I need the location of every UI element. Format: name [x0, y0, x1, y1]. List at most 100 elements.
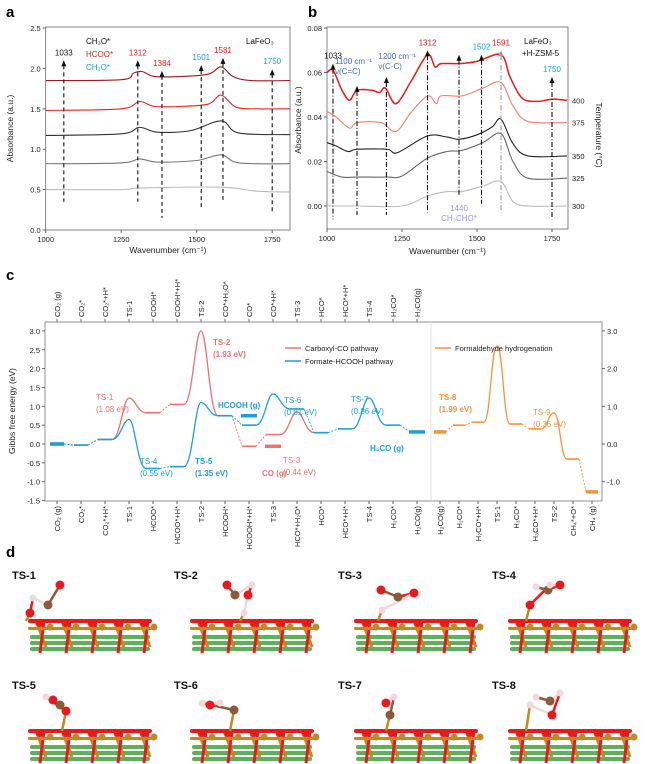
spectrum-line-325 [326, 132, 568, 180]
top-state-label: CO₂* [77, 300, 86, 317]
peak-label: 1100 cm⁻¹ [335, 57, 372, 66]
la-bond [192, 757, 312, 761]
slab-model [190, 729, 320, 764]
o-bond [252, 620, 260, 654]
o-atom [243, 590, 253, 600]
ts-barrier-label: (1.99 eV) [439, 405, 472, 414]
x-tick-label: 1000 [319, 234, 336, 243]
c-atom [545, 696, 555, 706]
o-bond [38, 620, 46, 654]
x-tick-label: 1250 [113, 235, 130, 244]
bottom-state-label: CH₄*+O* [569, 506, 578, 536]
panel-d-structures: TS-1 TS-2 TS-3 TS-4 TS-5 TS-6 TS-7 TS-8 [12, 570, 638, 764]
h-atom [29, 594, 37, 602]
bottom-state-label: HCOO*+H* [173, 506, 182, 544]
top-state-label: CO*+H* [269, 290, 278, 317]
panel-label-c: c [6, 267, 14, 284]
ts-name-label: TS-9 [533, 408, 551, 417]
spectrum-line-375 [326, 81, 568, 133]
bottom-state-label: CO₂ (g) [53, 506, 62, 532]
top-state-label: COOH* [149, 292, 158, 318]
level-connector [255, 434, 267, 447]
top-state-label: H₂CO* [389, 294, 398, 317]
ts-barrier-label: (0.36 eV) [533, 420, 566, 429]
o-atom [409, 588, 419, 598]
o-bond [518, 730, 526, 764]
y-tick-label: 0.00 [307, 202, 322, 211]
peak-marker-1581-arrowhead [220, 57, 226, 64]
peak-marker-1580-arrowhead [498, 50, 504, 57]
la-bond [510, 647, 630, 651]
y-axis-title: Gibbs free energy (eV) [7, 368, 17, 454]
ts-name-label: TS-7 [351, 395, 369, 404]
x-tick-label: 1250 [394, 234, 411, 243]
o-bond [200, 730, 208, 764]
structure-label: TS-1 [12, 570, 36, 582]
o-bond [468, 730, 476, 764]
fe-atom [630, 623, 638, 631]
o-atom [48, 695, 58, 705]
o-bond [200, 620, 208, 654]
peak-label: 1750 [263, 57, 281, 66]
level-connector [159, 404, 171, 414]
structure-ts-2: TS-2 [174, 570, 320, 654]
o-bond [544, 620, 552, 654]
structure-ts-5: TS-5 [12, 680, 158, 764]
y-tick-label: -1.5 [27, 497, 40, 506]
peak-assignment: ν(C-C) [378, 62, 402, 71]
structure-label: TS-8 [492, 680, 516, 692]
y-axis-title: Absorbance (a.u.) [5, 95, 15, 163]
o-bond [508, 729, 632, 733]
o-bond [416, 730, 424, 764]
temperature-label: 325 [572, 174, 585, 183]
o-bond [354, 619, 478, 623]
adsorption-bond [524, 704, 532, 732]
transition-state-curve-ts-2 [183, 401, 219, 468]
ts-name-label: TS-4 [140, 457, 158, 466]
bottom-state-label: CO₂* [77, 506, 86, 523]
sample-label: LaFeO₃ [524, 37, 552, 46]
h-atom [248, 581, 256, 589]
structure-label: TS-6 [174, 680, 198, 692]
x-tick-label: 1500 [469, 234, 486, 243]
top-state-label: TS-2 [197, 301, 206, 317]
top-state-label: CO* [245, 303, 254, 317]
fe-atom [476, 623, 484, 631]
bottom-state-label: TS-1 [493, 506, 502, 522]
ts-name-label: TS-6 [284, 396, 302, 405]
la-bond [30, 751, 150, 755]
top-state-label: TS-3 [293, 301, 302, 317]
bottom-state-label: H₂CO(g) [436, 506, 445, 535]
species-legend-item: HCOO* [86, 50, 113, 59]
o-bond [390, 730, 398, 764]
o-atom [25, 608, 35, 618]
fe-atom [150, 733, 158, 741]
slab-model [28, 729, 158, 764]
bottom-state-label: HCOOH*+H* [245, 506, 254, 550]
peak-label: 1312 [419, 38, 437, 47]
la-bond [510, 751, 630, 755]
y-tick-label: 0.5 [30, 421, 40, 430]
transition-state-curve-ts-1 [111, 397, 147, 441]
o-bond [622, 730, 630, 764]
o-bond [190, 619, 314, 623]
o-bond [304, 620, 312, 654]
peak-marker-1384-arrowhead [159, 70, 165, 77]
y2-tick-label: 2.0 [607, 365, 617, 374]
ts-barrier-label: (1.35 eV) [195, 469, 228, 478]
y-tick-label: -1.0 [27, 478, 40, 487]
bottom-state-label: TS-2 [550, 506, 559, 522]
x-tick-label: 1000 [37, 235, 54, 244]
y-tick-label: 1.0 [30, 402, 40, 411]
transition-state-curve-ts-1 [111, 418, 147, 470]
y2-tick-label: 3.0 [607, 327, 617, 336]
panel-b-chart: 1000 1250 1500 1750 0.00 0.02 0.04 0.06 0.08 Wave… [293, 24, 604, 256]
transition-state-curve-ts-3 [279, 411, 315, 436]
bottom-state-label: HCOO* [149, 506, 158, 532]
c-atom [385, 710, 395, 720]
y-tick-label: -0.5 [27, 459, 40, 468]
bottom-state-label: H₂CO* [389, 506, 398, 529]
o-bond [622, 620, 630, 654]
peak-marker-1312-arrowhead [135, 60, 141, 67]
peak-marker-1501-arrowhead [198, 65, 204, 72]
